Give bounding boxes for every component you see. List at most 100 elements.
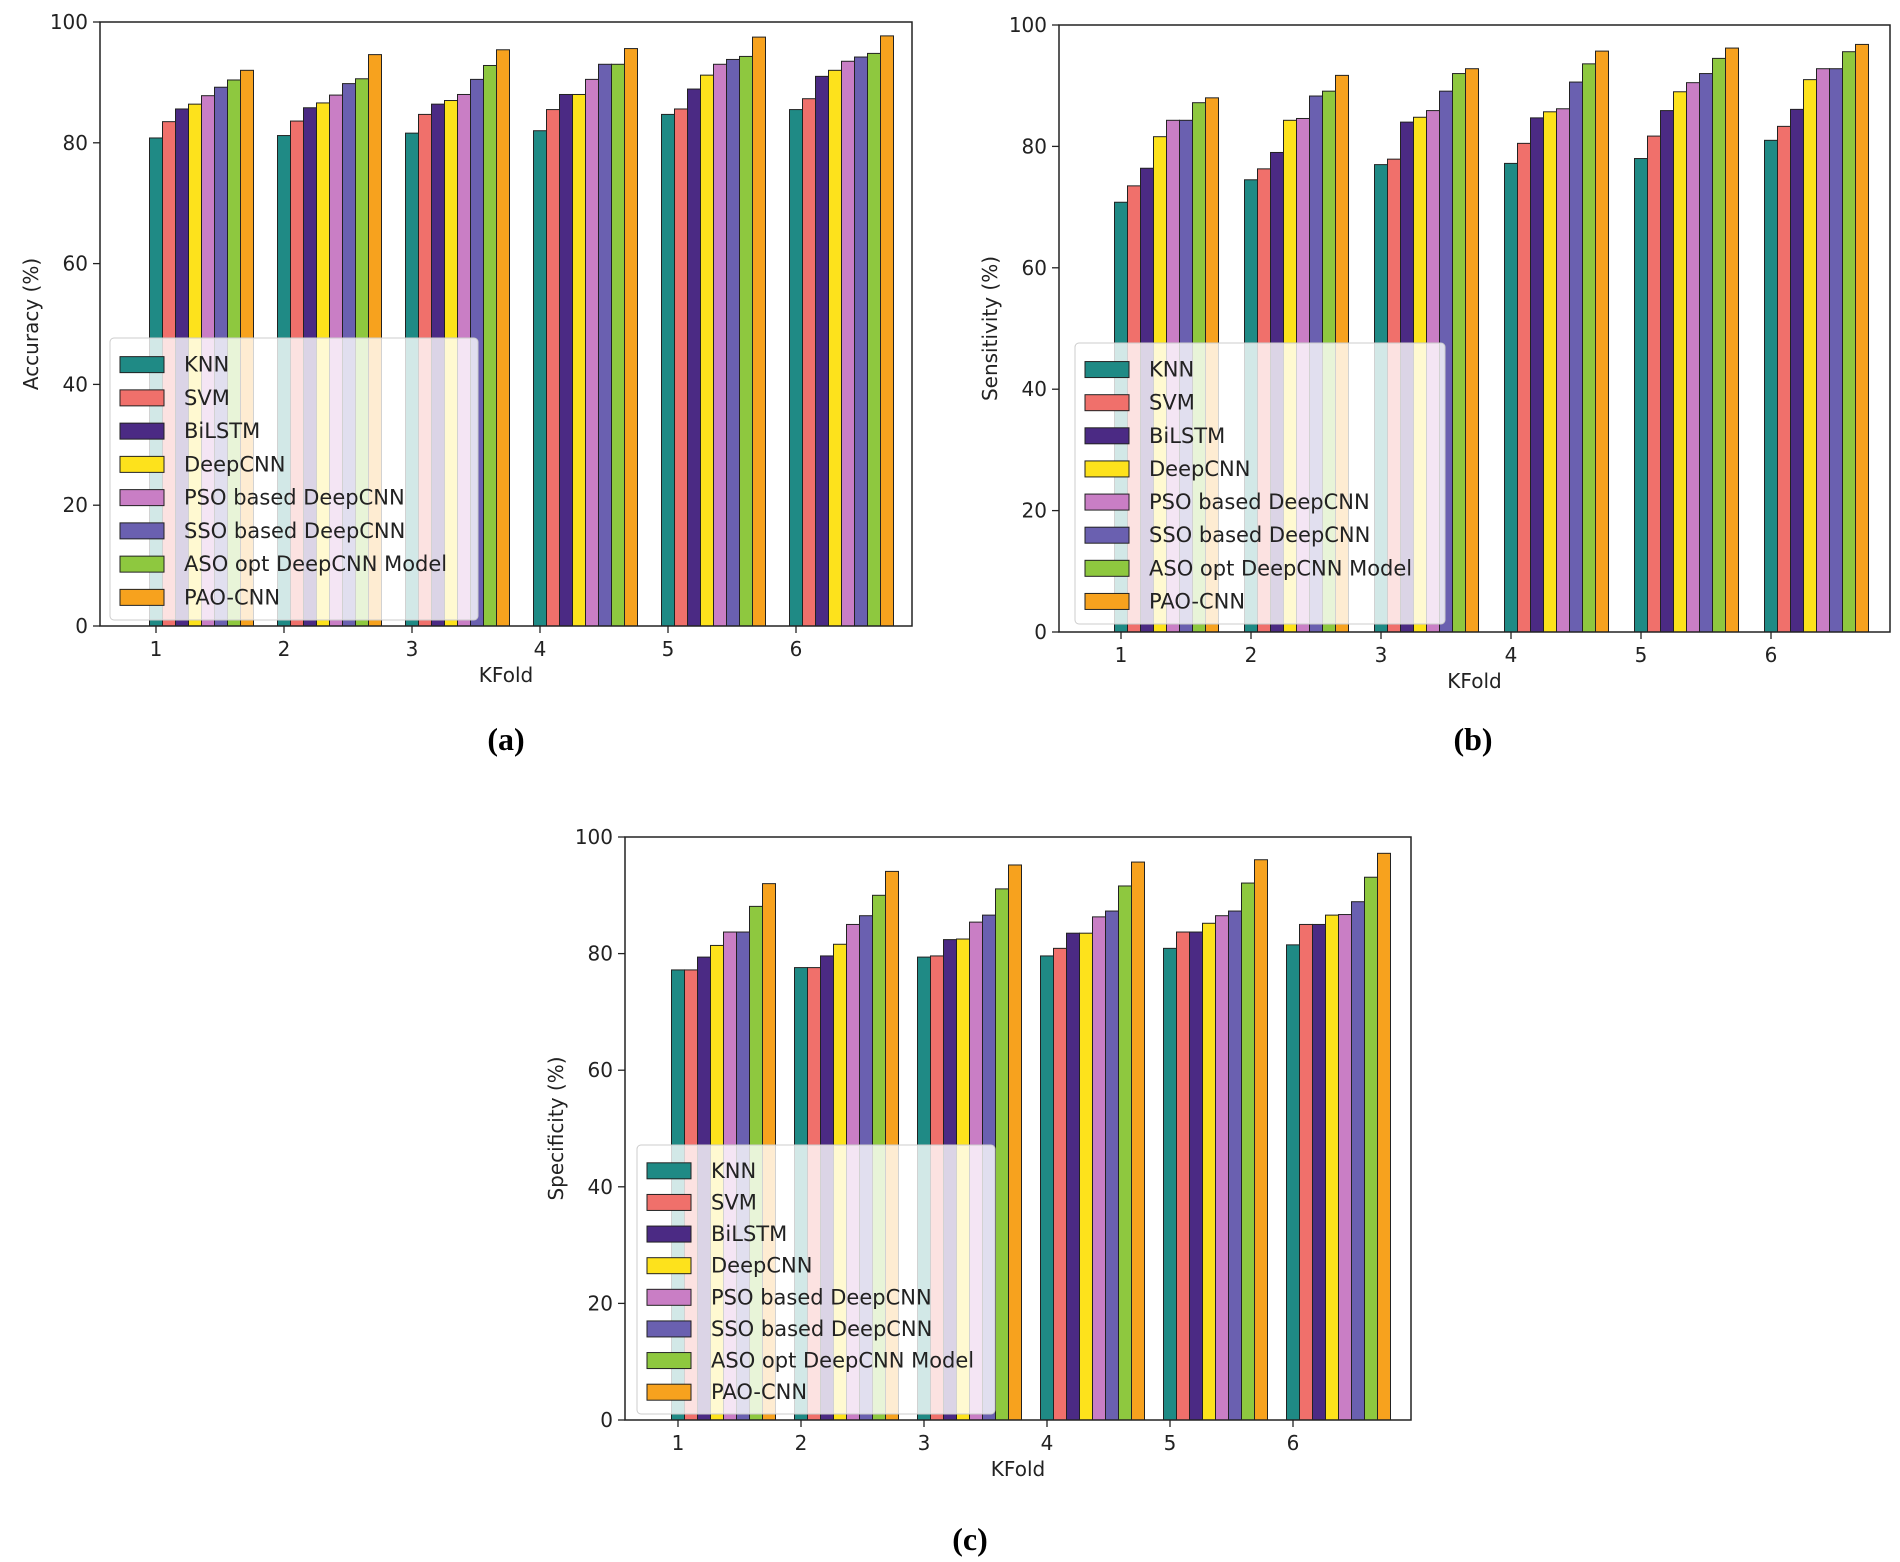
legend: KNN SVM BiLSTM DeepCNN PSO based DeepCNN SSO …: [1075, 343, 1445, 624]
y-tick-label: 40: [588, 1175, 613, 1199]
x-axis-label: KFold: [991, 1457, 1045, 1481]
bar-pao-cnn-6: [881, 36, 894, 626]
legend-label: SVM: [711, 1190, 757, 1214]
bar-sso-based-deepcnn-6: [855, 57, 868, 626]
legend-label: DeepCNN: [1149, 457, 1250, 481]
bar-pao-cnn-4: [625, 49, 638, 626]
y-tick-label: 80: [588, 942, 613, 966]
x-tick-label: 1: [1115, 643, 1128, 667]
legend: KNN SVM BiLSTM DeepCNN PSO based DeepCNN SSO …: [637, 1145, 995, 1414]
y-tick-label: 40: [1022, 377, 1047, 401]
bar-bilstm-6: [1791, 109, 1804, 632]
legend-label: DeepCNN: [184, 452, 285, 476]
x-tick-label: 3: [918, 1431, 931, 1455]
y-axis-label: Sensitivity (%): [978, 256, 1002, 401]
legend-label: PAO-CNN: [711, 1380, 807, 1404]
bar-knn-4: [1041, 956, 1054, 1420]
bar-pso-based-deepcnn-5: [1216, 916, 1229, 1420]
bar-svm-6: [1300, 924, 1313, 1420]
legend-swatch: [120, 456, 164, 472]
legend-label: BiLSTM: [184, 419, 260, 443]
legend-swatch: [1085, 494, 1129, 510]
bar-sso-based-deepcnn-5: [1700, 74, 1713, 632]
legend-swatch: [1085, 461, 1129, 477]
bar-bilstm-5: [688, 89, 701, 626]
legend-swatch: [647, 1353, 691, 1369]
x-tick-label: 1: [672, 1431, 685, 1455]
legend-label: SSO based DeepCNN: [711, 1317, 932, 1341]
chart-2: 0 20 40 60 80 100 1 2 3 4 5 6 KFold Sensitivity (%) KN…: [978, 13, 1890, 757]
legend-label: KNN: [711, 1159, 756, 1183]
legend-label: KNN: [1149, 358, 1194, 382]
bar-deepcnn-5: [1203, 923, 1216, 1420]
bar-pso-based-deepcnn-6: [1339, 915, 1352, 1420]
bar-bilstm-6: [816, 76, 829, 626]
bar-bilstm-4: [1531, 118, 1544, 632]
bar-sso-based-deepcnn-4: [1106, 911, 1119, 1420]
legend-label: ASO opt DeepCNN Model: [1149, 556, 1412, 580]
y-tick-label: 40: [63, 372, 88, 396]
bar-aso-opt-deepcnn-model-3: [996, 889, 1009, 1420]
legend-swatch: [647, 1163, 691, 1179]
bar-svm-6: [803, 99, 816, 626]
x-axis-label: KFold: [1447, 669, 1501, 693]
legend-box: [1075, 343, 1445, 624]
legend-swatch: [120, 357, 164, 373]
bar-aso-opt-deepcnn-model-5: [1242, 883, 1255, 1420]
bar-aso-opt-deepcnn-model-5: [1713, 58, 1726, 632]
bar-bilstm-4: [1067, 933, 1080, 1420]
bar-sso-based-deepcnn-4: [1570, 82, 1583, 632]
bar-svm-5: [675, 109, 688, 626]
panel-caption: (b): [1453, 721, 1492, 757]
legend-swatch: [647, 1194, 691, 1210]
panel-caption: (a): [487, 721, 524, 757]
x-tick-label: 5: [1635, 643, 1648, 667]
bar-aso-opt-deepcnn-model-3: [1453, 74, 1466, 632]
bar-sso-based-deepcnn-6: [1352, 902, 1365, 1420]
bar-pao-cnn-6: [1856, 44, 1869, 632]
bar-svm-5: [1648, 136, 1661, 632]
y-tick-label: 0: [600, 1408, 613, 1432]
bar-deepcnn-4: [1080, 933, 1093, 1420]
y-tick-label: 0: [1034, 620, 1047, 644]
x-tick-label: 6: [1765, 643, 1778, 667]
bar-pso-based-deepcnn-5: [1687, 83, 1700, 632]
bar-pso-based-deepcnn-6: [842, 61, 855, 626]
x-tick-label: 2: [1245, 643, 1258, 667]
bar-pao-cnn-3: [497, 50, 510, 626]
x-tick-label: 4: [1041, 1431, 1054, 1455]
x-tick-label: 1: [150, 637, 163, 661]
bar-sso-based-deepcnn-4: [599, 64, 612, 626]
bar-bilstm-4: [560, 94, 573, 626]
bar-bilstm-5: [1190, 932, 1203, 1420]
bar-knn-5: [1635, 159, 1648, 632]
legend-swatch: [1085, 395, 1129, 411]
y-tick-label: 80: [1022, 134, 1047, 158]
y-tick-label: 60: [588, 1058, 613, 1082]
legend-label: BiLSTM: [1149, 424, 1225, 448]
chart-1: 0 20 40 60 80 100 1 2 3 4 5 6 KFold Accuracy (%) KNN SV…: [19, 10, 912, 757]
y-tick-label: 100: [1009, 13, 1047, 37]
legend-box: [110, 338, 478, 620]
bar-sso-based-deepcnn-6: [1830, 69, 1843, 632]
bar-knn-4: [1505, 163, 1518, 632]
bar-deepcnn-5: [701, 75, 714, 626]
y-tick-label: 100: [50, 10, 88, 34]
y-tick-label: 100: [575, 825, 613, 849]
x-tick-label: 5: [662, 637, 675, 661]
bar-aso-opt-deepcnn-model-4: [1583, 64, 1596, 632]
chart-3: 0 20 40 60 80 100 1 2 3 4 5 6 KFold Specificity (%) KN…: [544, 825, 1411, 1557]
legend-swatch: [120, 556, 164, 572]
bar-svm-4: [1518, 143, 1531, 632]
y-tick-label: 20: [1022, 499, 1047, 523]
bar-sso-based-deepcnn-5: [727, 59, 740, 626]
legend-label: PSO based DeepCNN: [1149, 490, 1370, 514]
legend-label: PSO based DeepCNN: [711, 1285, 932, 1309]
bar-pao-cnn-3: [1009, 865, 1022, 1420]
y-tick-label: 0: [75, 614, 88, 638]
legend-swatch: [647, 1321, 691, 1337]
legend-swatch: [1085, 560, 1129, 576]
x-tick-label: 5: [1164, 1431, 1177, 1455]
y-tick-label: 80: [63, 131, 88, 155]
